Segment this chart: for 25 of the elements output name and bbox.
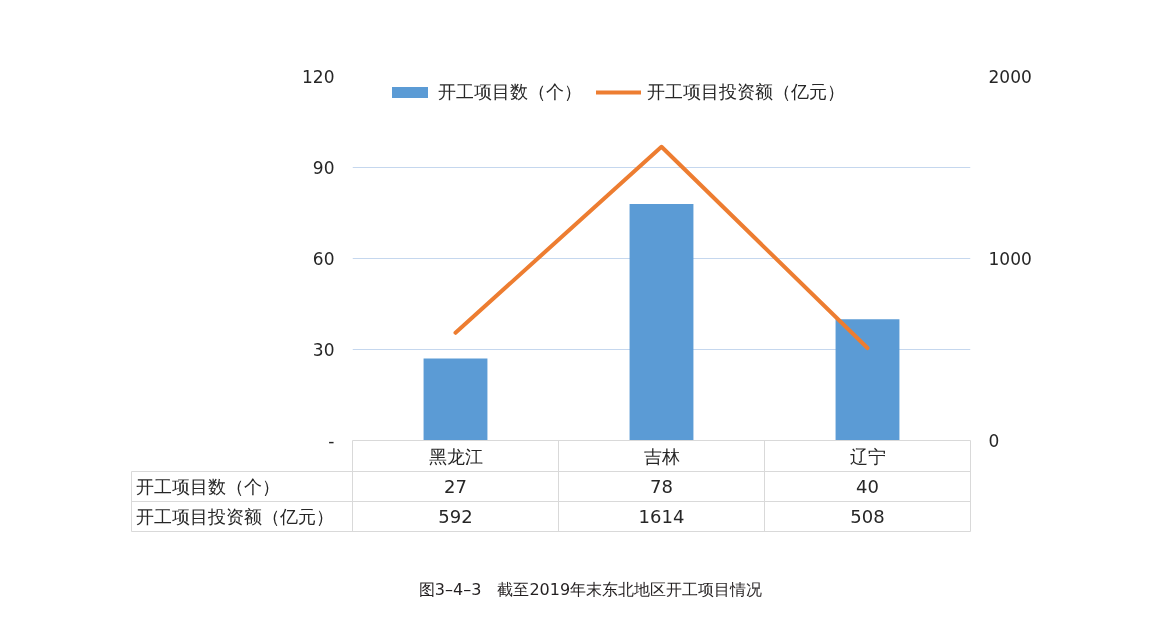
y-tick-label: 60	[312, 249, 335, 269]
y-tick-label: -	[328, 431, 335, 451]
x-tick-label: 辽宁	[849, 445, 886, 467]
data-label: 27	[444, 476, 467, 497]
data-label: 78	[650, 476, 673, 497]
y2-tick-label: 1000	[988, 249, 1032, 269]
legend-label: 开工项目数（个）	[438, 80, 582, 104]
y-tick-label: 90	[312, 158, 335, 178]
x-tick-label: 黑龙江	[428, 445, 483, 467]
data-label: 508	[850, 506, 885, 527]
legend-label: 开工项目投资额（亿元）	[647, 80, 845, 104]
data-label: 1614	[638, 506, 685, 527]
text: 开工项目数（个）	[135, 476, 280, 497]
x-tick-label: 吉林	[643, 445, 680, 467]
caption: 图3–4–3 截至2019年末东北地区开工项目情况	[418, 580, 763, 599]
bar	[835, 319, 900, 441]
y-tick-label: 30	[312, 340, 335, 360]
bar	[423, 358, 488, 441]
y2-tick-label: 0	[988, 431, 1000, 451]
data-label: 40	[856, 476, 879, 497]
bar	[629, 203, 694, 441]
y2-tick-label: 2000	[988, 67, 1032, 87]
y-tick-label: 120	[302, 67, 335, 87]
text: 开工项目投资额（亿元）	[135, 506, 334, 527]
data-label: 592	[438, 506, 473, 527]
